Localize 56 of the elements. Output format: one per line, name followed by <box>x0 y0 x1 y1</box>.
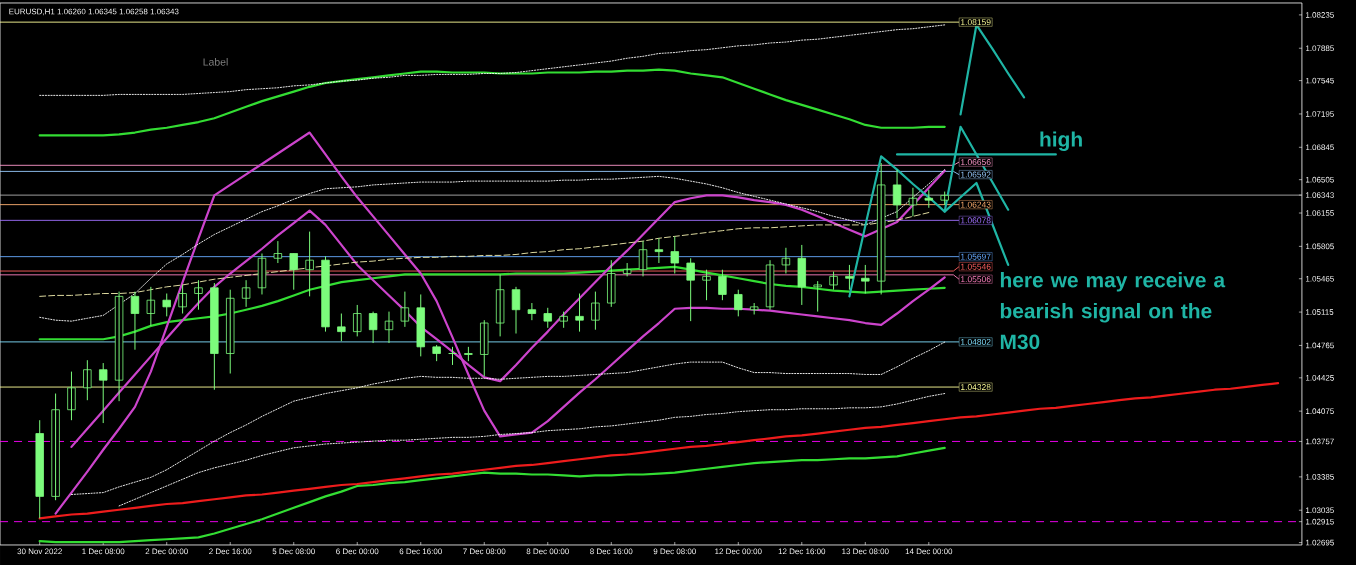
candlestick <box>861 264 870 295</box>
ref-line-label: 1.05546 <box>961 263 991 270</box>
candlestick <box>99 362 108 424</box>
candlestick <box>876 162 886 295</box>
candlestick <box>829 271 838 291</box>
candlestick <box>83 359 92 401</box>
candlestick <box>940 191 949 206</box>
candlestick <box>226 289 235 375</box>
annotation: Label <box>203 58 228 66</box>
annotation: here we may receive a bearish signal on the M30 <box>1000 272 1226 350</box>
candlestick <box>702 269 711 301</box>
candlestick <box>575 293 584 333</box>
candlestick <box>337 313 346 342</box>
candlestick <box>464 346 473 362</box>
candlestick <box>353 304 362 337</box>
line-series <box>54 131 946 515</box>
candlestick <box>305 231 314 297</box>
candlestick <box>559 311 568 329</box>
candlestick <box>797 244 807 306</box>
candlestick <box>194 279 203 311</box>
candlestick <box>543 307 552 329</box>
candlestick <box>591 291 600 331</box>
candlestick <box>146 286 156 327</box>
candlestick <box>321 255 330 333</box>
candlestick <box>210 282 219 391</box>
candlestick <box>289 253 298 291</box>
candlestick <box>734 289 743 317</box>
candlestick <box>670 235 679 275</box>
candlestick <box>654 237 664 264</box>
candlestick <box>51 393 60 501</box>
ref-line-label: 1.04802 <box>961 338 991 345</box>
candlestick <box>718 269 727 301</box>
candlestick <box>622 262 632 277</box>
candlestick <box>749 302 759 315</box>
ref-line-label: 1.08159 <box>961 19 991 26</box>
candlestick <box>162 293 171 317</box>
candlestick <box>67 371 76 421</box>
candlestick <box>845 264 854 291</box>
candlestick <box>416 293 425 357</box>
candlestick <box>813 280 822 313</box>
ref-line-label: 1.06592 <box>961 171 991 178</box>
ref-line-label: 1.06078 <box>961 217 991 224</box>
ref-line-label: 1.05697 <box>961 253 991 260</box>
ref-line-label: 1.05506 <box>961 276 991 283</box>
candlestick <box>607 259 616 308</box>
ref-line-label: 1.04328 <box>961 384 991 391</box>
candlestick <box>35 419 44 519</box>
candlestick <box>924 189 934 209</box>
annotation: high <box>1040 131 1082 151</box>
candlestick <box>480 319 489 377</box>
candlestick <box>686 257 695 322</box>
line-series <box>38 381 1280 520</box>
ref-line-label: 1.06656 <box>961 159 991 166</box>
ref-line-label: 1.06243 <box>961 201 991 208</box>
candlestick <box>178 284 187 315</box>
candlestick <box>432 344 441 362</box>
